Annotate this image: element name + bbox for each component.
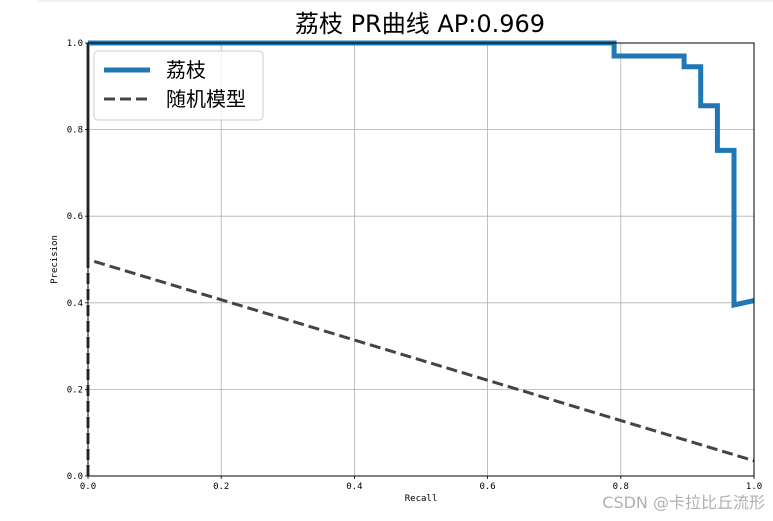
- legend-label: 荔枝: [166, 58, 206, 82]
- y-tick-label: 1.0: [67, 39, 83, 49]
- plot-area-frame: [87, 42, 755, 477]
- legend-label: 随机模型: [166, 87, 246, 111]
- watermark-text: CSDN @卡拉比丘流形: [602, 493, 765, 512]
- y-tick-label: 0.6: [67, 212, 83, 222]
- x-tick-label: 0.4: [346, 482, 362, 492]
- x-tick-label: 0.6: [479, 482, 495, 492]
- x-axis-label: Recall: [405, 494, 438, 504]
- y-axis-label: Precision: [50, 235, 60, 284]
- tick-labels: 0.0 0.2 0.4 0.6 0.8 1.0 0.0 0.2 0.4 0.6 0.8 1.0: [67, 39, 762, 492]
- x-tick-label: 0.2: [213, 482, 229, 492]
- y-tick-label: 0.0: [67, 472, 83, 482]
- lychee-pr-line: [88, 40, 755, 309]
- y-tick-label: 0.8: [67, 126, 83, 136]
- x-tick-label: 1.0: [746, 482, 762, 492]
- chart-title: 荔枝 PR曲线 AP:0.969: [295, 10, 545, 38]
- y-tick-label: 0.2: [67, 385, 83, 395]
- x-tick-label: 0.8: [613, 482, 629, 492]
- y-tick-label: 0.4: [67, 299, 83, 309]
- x-tick-label: 0.0: [80, 482, 96, 492]
